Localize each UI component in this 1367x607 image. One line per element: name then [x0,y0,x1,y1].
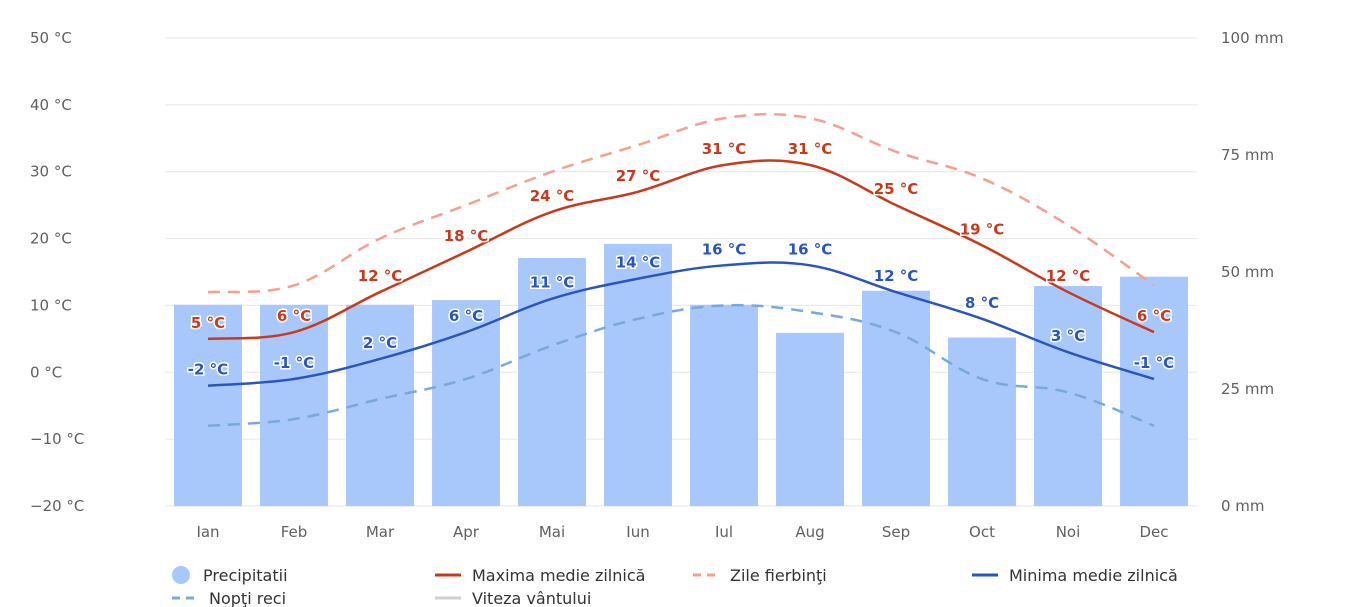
grid-lines [165,37,1197,507]
max-temp-label: 12 °C [358,267,403,285]
max-temp-label: 25 °C [874,180,919,198]
precipitation-bar[interactable] [174,304,242,506]
y-tick-label: 40 °C [30,96,72,114]
y-tick-label: 10 °C [30,296,72,314]
legend-marker [172,566,190,584]
precipitation-bars [174,243,1188,507]
precipitation-bar[interactable] [1120,276,1188,506]
legend-label: Viteza vântului [472,589,591,607]
precipitation-bar[interactable] [518,257,586,506]
legend-label: Zile fierbinţi [730,566,827,585]
y2-tick-label: 25 mm [1221,380,1274,398]
legend-item[interactable]: Minima medie zilnică [972,566,1178,585]
y2-tick-label: 50 mm [1221,263,1274,281]
x-tick-label: Mar [366,523,395,541]
temperature-lines [207,112,1155,428]
x-tick-label: Ian [196,523,219,541]
dashed-series-line[interactable] [207,112,1155,294]
legend-label: Nopţi reci [209,589,286,607]
y-tick-label: 0 °C [30,363,62,381]
x-tick-label: Iul [715,523,733,541]
min-temp-label: 2 °C [363,334,397,352]
series-line[interactable] [207,159,1155,341]
max-temp-label: 18 °C [444,227,489,245]
x-tick-label: Sep [882,523,910,541]
dashed-series-line[interactable] [207,303,1155,428]
min-temp-label: -1 °C [1134,354,1174,372]
y2-tick-label: 0 mm [1221,497,1265,515]
min-temp-label: 12 °C [874,267,919,285]
precipitation-bar[interactable] [432,300,500,506]
y2-tick-label: 75 mm [1221,146,1274,164]
legend-item[interactable]: Nopţi reci [172,589,286,607]
x-tick-label: Oct [969,523,995,541]
max-temp-label: 12 °C [1046,267,1091,285]
precipitation-bar[interactable] [776,332,844,506]
max-temp-label: 5 °C [191,314,225,332]
min-temp-label: 3 °C [1051,327,1085,345]
precipitation-bar[interactable] [690,304,758,506]
precipitation-bar[interactable] [604,243,672,507]
y-tick-label: −20 °C [30,497,84,515]
x-tick-label: Mai [539,523,565,541]
y-axis-left: 50 °C 40 °C 30 °C 20 °C 10 °C 0 °C −10 °C −20 °… [30,29,84,515]
precipitation-bar[interactable] [862,290,930,506]
legend[interactable]: Precipitatii Maxima medie zilnică Zile fie… [172,566,1178,607]
max-temp-label: 6 °C [1137,307,1171,325]
max-temp-label: 6 °C [277,307,311,325]
legend-label: Precipitatii [203,566,288,585]
min-temp-label: 6 °C [449,307,483,325]
min-temp-label: 16 °C [702,240,747,258]
x-tick-label: Iun [626,523,649,541]
x-tick-label: Noi [1056,523,1081,541]
min-temp-label: 16 °C [788,240,833,258]
legend-label: Maxima medie zilnică [472,566,645,585]
legend-item[interactable]: Precipitatii [172,566,288,585]
legend-label: Minima medie zilnică [1009,566,1178,585]
y-tick-label: 20 °C [30,230,72,248]
y2-tick-label: 100 mm [1221,29,1284,47]
legend-item[interactable]: Maxima medie zilnică [435,566,645,585]
precipitation-bar[interactable] [948,337,1016,506]
precipitation-bar[interactable] [260,304,328,506]
min-temp-label: 14 °C [616,254,661,272]
max-temp-label: 31 °C [702,140,747,158]
legend-item[interactable]: Zile fierbinţi [693,566,827,585]
max-temp-label: 24 °C [530,187,575,205]
max-temp-label: 27 °C [616,167,661,185]
y-tick-label: 50 °C [30,29,72,47]
x-axis: Ian Feb Mar Apr Mai Iun Iul Aug Sep Oct Noi Dec [196,523,1168,541]
x-tick-label: Dec [1139,523,1168,541]
x-tick-label: Apr [453,523,480,541]
data-labels: 5 °C 6 °C 12 °C 18 °C 24 °C 27 °C 31 °C 31 °C 25… [186,139,1175,381]
series-line[interactable] [207,261,1155,387]
min-temp-label: 8 °C [965,294,999,312]
legend-item[interactable]: Viteza vântului [435,589,591,607]
min-temp-label: -2 °C [188,361,228,379]
y-tick-label: 30 °C [30,163,72,181]
min-temp-label: -1 °C [274,354,314,372]
min-temp-label: 11 °C [530,274,575,292]
x-tick-label: Aug [795,523,824,541]
x-tick-label: Feb [281,523,308,541]
y-tick-label: −10 °C [30,430,84,448]
max-temp-label: 31 °C [788,140,833,158]
max-temp-label: 19 °C [960,220,1005,238]
y-axis-right: 100 mm 75 mm 50 mm 25 mm 0 mm [1221,29,1284,515]
precipitation-bar[interactable] [1034,286,1102,506]
